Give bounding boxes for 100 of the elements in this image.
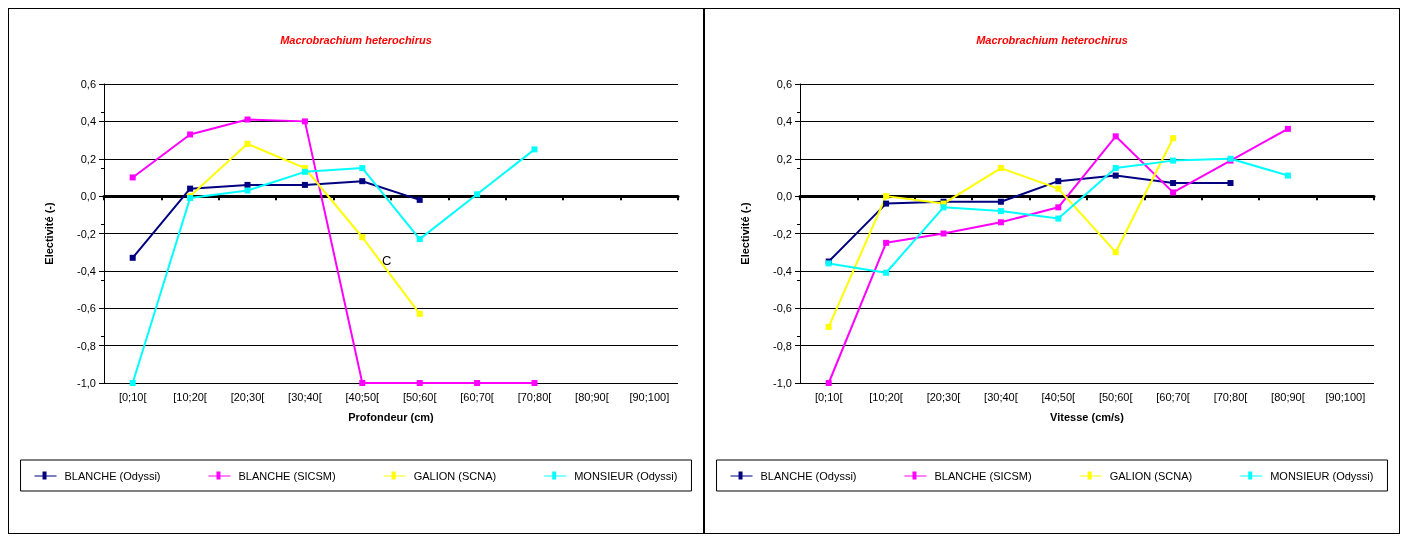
point	[883, 269, 890, 276]
point	[416, 380, 423, 386]
point	[187, 185, 194, 192]
point	[883, 193, 890, 200]
x-tick-label: [80;90[	[1271, 390, 1305, 403]
point	[1055, 204, 1062, 211]
point	[1284, 125, 1291, 132]
x-tick-label: [30;40[	[288, 390, 322, 403]
legend-label: MONSIEUR (Odyssi)	[574, 469, 678, 482]
chart-title: Macrobrachium heterochirus	[976, 33, 1128, 46]
point	[244, 140, 251, 147]
x-tick-label: [60;70[	[460, 390, 494, 403]
point	[1170, 157, 1177, 164]
y-tick-label: -0,2	[77, 227, 96, 240]
point	[416, 310, 423, 317]
point	[1170, 135, 1177, 142]
legend-label: BLANCHE (SICSM)	[238, 469, 336, 482]
point	[997, 208, 1004, 215]
y-tick-label: -1,0	[77, 377, 96, 389]
x-axis-title: Vitesse (cm/s)	[1050, 410, 1125, 423]
point	[531, 146, 538, 153]
point	[187, 131, 194, 138]
point	[1112, 165, 1119, 172]
x-tick-label: [40;50[	[345, 390, 380, 403]
x-tick-label: [50;60[	[1098, 390, 1133, 403]
y-axis-title: Electivité (-)	[738, 202, 751, 265]
y-tick-label: -0,8	[773, 339, 792, 352]
point	[825, 323, 832, 330]
y-tick-label: 0,0	[776, 190, 792, 203]
point	[1170, 180, 1177, 187]
point	[301, 118, 308, 125]
legend-label: BLANCHE (Odyssi)	[64, 469, 161, 482]
point	[301, 181, 308, 188]
y-tick-label: 0,2	[776, 152, 792, 165]
x-tick-label: [30;40[	[984, 390, 1018, 403]
legend-label: GALION (SCNA)	[1109, 469, 1193, 482]
annotation: C	[382, 253, 392, 268]
point	[1112, 172, 1119, 179]
point	[359, 380, 366, 386]
point	[997, 198, 1004, 205]
y-axis-title: Electivité (-)	[42, 202, 55, 265]
point	[883, 239, 890, 246]
x-tick-label: [70;80[	[1213, 390, 1248, 403]
point	[1112, 249, 1119, 256]
legend-label: BLANCHE (Odyssi)	[760, 469, 857, 482]
x-tick-label: [0;10[	[118, 390, 147, 403]
y-tick-label: 0,0	[80, 190, 96, 203]
x-tick-label: [0;10[	[814, 390, 843, 403]
point	[883, 200, 890, 207]
x-tick-label: [10;20[	[869, 390, 903, 403]
y-tick-label: 0,4	[80, 115, 96, 128]
point	[244, 116, 251, 123]
point	[825, 380, 832, 386]
point	[474, 380, 481, 386]
y-tick-label: 0,6	[80, 78, 96, 90]
point	[129, 254, 136, 261]
y-tick-label: -0,6	[773, 302, 792, 315]
y-tick-label: -0,4	[77, 264, 96, 277]
point	[997, 165, 1004, 172]
point	[1055, 185, 1062, 192]
legend-label: MONSIEUR (Odyssi)	[1270, 469, 1374, 482]
point	[416, 236, 423, 243]
point	[129, 380, 136, 386]
point	[474, 191, 481, 198]
point	[1284, 172, 1291, 179]
point	[416, 196, 423, 203]
point	[129, 174, 136, 181]
y-tick-label: 0,4	[776, 115, 792, 128]
x-tick-label: [90;100]	[629, 390, 670, 403]
x-tick-label: [70;80[	[517, 390, 552, 403]
chart-title: Macrobrachium heterochirus	[280, 33, 432, 46]
legend-label: GALION (SCNA)	[413, 469, 497, 482]
y-tick-label: 0,2	[80, 152, 96, 165]
y-tick-label: -0,4	[773, 264, 792, 277]
point	[1112, 133, 1119, 140]
y-tick-label: 0,6	[776, 78, 792, 90]
x-tick-label: [20;30[	[926, 390, 961, 403]
point	[1227, 180, 1234, 187]
point	[359, 178, 366, 185]
point	[1055, 215, 1062, 222]
x-axis-title: Profondeur (cm)	[348, 410, 435, 423]
x-tick-label: [90;100]	[1325, 390, 1366, 403]
point	[359, 234, 366, 241]
legend-label: BLANCHE (SICSM)	[934, 469, 1032, 482]
y-tick-label: -1,0	[773, 377, 792, 389]
point	[244, 181, 251, 188]
x-tick-label: [20;30[	[230, 390, 265, 403]
point	[1055, 178, 1062, 185]
point	[359, 165, 366, 172]
point	[244, 187, 251, 194]
x-tick-label: [60;70[	[1156, 390, 1190, 403]
point	[531, 380, 538, 386]
x-tick-label: [80;90[	[575, 390, 609, 403]
x-tick-label: [40;50[	[1041, 390, 1076, 403]
point	[997, 219, 1004, 226]
point	[940, 204, 947, 211]
point	[940, 230, 947, 237]
point	[1170, 189, 1177, 196]
x-tick-label: [50;60[	[402, 390, 437, 403]
y-tick-label: -0,8	[77, 339, 96, 352]
